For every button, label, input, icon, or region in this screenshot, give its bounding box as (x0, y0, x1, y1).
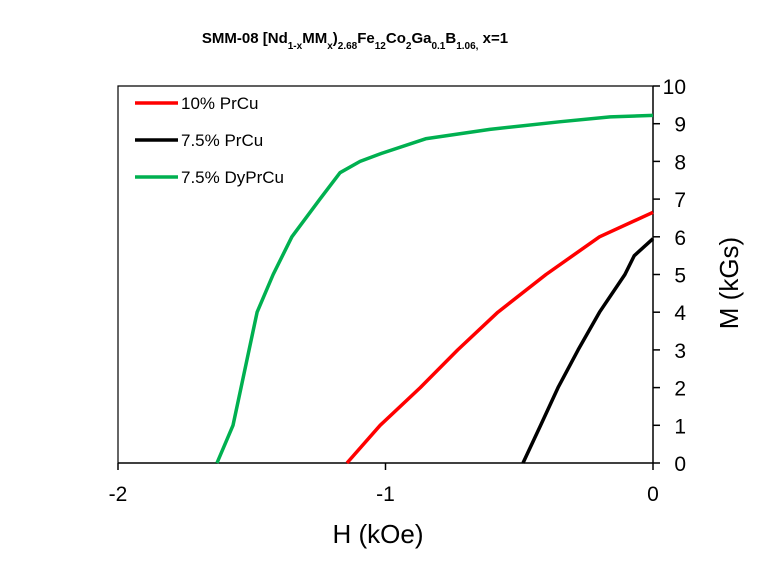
x-tick-label: -2 (109, 483, 128, 506)
x-tick-label: 0 (647, 483, 659, 506)
y-tick-label: 2 (674, 378, 686, 401)
data-line (521, 237, 655, 464)
y-tick-label: 1 (674, 415, 686, 438)
y-tick-label: 7 (674, 189, 686, 212)
title-part: 12 (375, 41, 387, 52)
y-axis-label: M (kGs) (714, 237, 744, 329)
legend-label: 7.5% DyPrCu (181, 168, 284, 187)
title-part: 2 (406, 41, 412, 52)
y-tick-label: 5 (674, 265, 686, 288)
title-part: x (327, 41, 333, 52)
title-part: MM (302, 30, 327, 47)
title-part: SMM-08 [Nd (202, 30, 288, 47)
title-part: Ga (411, 30, 432, 47)
y-tick-label: 9 (674, 114, 686, 137)
y-tick-label: 8 (674, 151, 686, 174)
title-part: 0.1 (431, 41, 445, 52)
y-tick-label: 4 (674, 302, 686, 325)
legend-label: 7.5% PrCu (181, 131, 263, 150)
title-part: Fe (357, 30, 375, 47)
legend-label: 10% PrCu (181, 94, 258, 113)
x-tick-label: -1 (376, 483, 395, 506)
y-tick-label: 10 (663, 76, 686, 99)
chart-title: SMM-08 [Nd1-xMMx)2.68Fe12Co2Ga0.1B1.06, … (202, 30, 508, 52)
data-line (215, 113, 654, 464)
title-part: B (445, 30, 456, 47)
x-axis-label: H (kOe) (333, 519, 424, 549)
title-part: Co (386, 30, 406, 47)
title-part: 1.06, (456, 41, 478, 52)
title-part: 2.68 (338, 41, 358, 52)
y-tick-label: 0 (674, 453, 686, 476)
plot-frame (117, 85, 653, 463)
y-tick-label: 3 (674, 340, 686, 363)
y-tick-label: 6 (674, 227, 686, 250)
title-part: x=1 (478, 30, 508, 47)
title-part: 1-x (288, 41, 303, 52)
data-line (345, 210, 654, 465)
title-part: ) (333, 30, 338, 47)
